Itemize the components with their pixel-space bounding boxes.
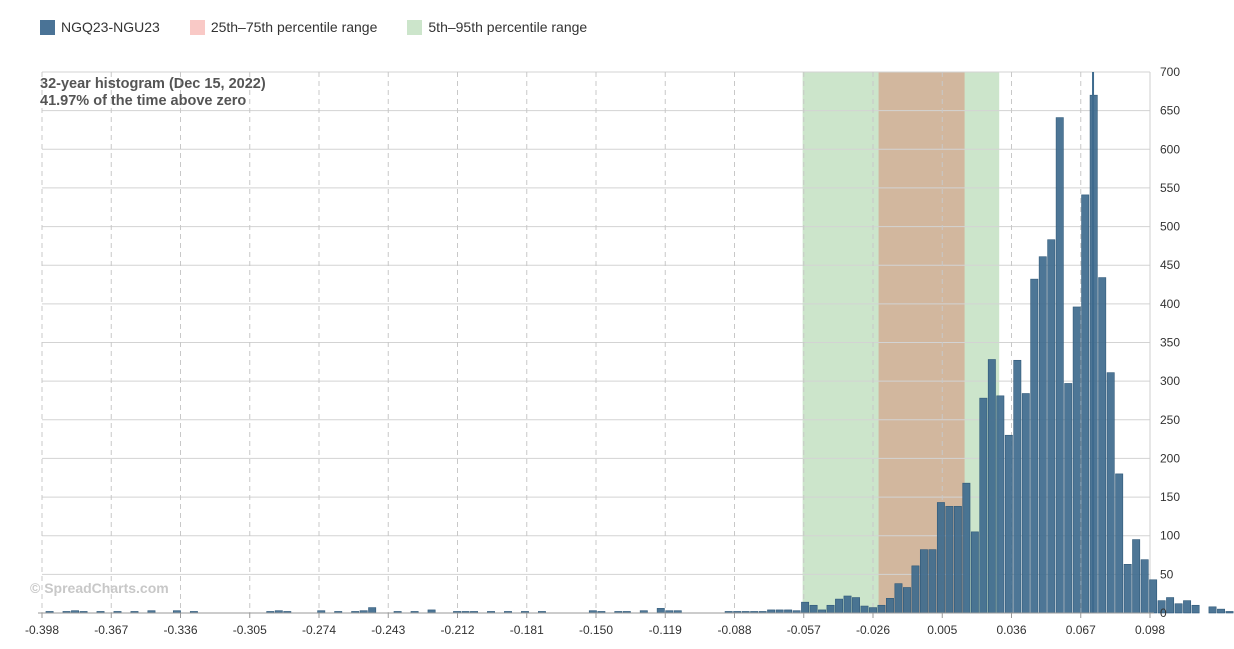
histogram-bar <box>826 604 835 614</box>
y-tick-label: 200 <box>1160 451 1180 465</box>
histogram-bar <box>1183 600 1192 614</box>
y-tick-label: 300 <box>1160 374 1180 388</box>
histogram-bar <box>368 607 377 614</box>
histogram-bar <box>970 531 979 614</box>
histogram-bar <box>1191 604 1200 614</box>
histogram-bar <box>1217 608 1225 614</box>
x-tick-label: -0.336 <box>163 623 197 637</box>
histogram-bar <box>877 604 886 614</box>
histogram-bar <box>1157 600 1166 614</box>
legend-label-p5-95: 5th–95th percentile range <box>428 19 588 35</box>
histogram-bar <box>1132 539 1141 614</box>
histogram-bar <box>1072 306 1081 614</box>
x-tick-label: -0.274 <box>302 623 336 637</box>
histogram-bar <box>1013 359 1022 614</box>
x-tick-label: -0.057 <box>787 623 821 637</box>
y-tick-label: 100 <box>1160 529 1180 543</box>
watermark: © SpreadCharts.com <box>30 580 169 596</box>
legend-label-p25-75: 25th–75th percentile range <box>210 19 378 35</box>
histogram-bar <box>987 359 996 614</box>
histogram-bar <box>1038 256 1047 614</box>
histogram-bar <box>1004 434 1013 614</box>
histogram-bar <box>1225 611 1234 614</box>
histogram-bar <box>852 597 860 614</box>
histogram-bar <box>1030 278 1039 614</box>
legend-label-series: NGQ23-NGU23 <box>61 19 160 35</box>
histogram-bar <box>911 565 920 614</box>
x-tick-label: -0.150 <box>579 623 613 637</box>
legend-item-p25-75[interactable]: 25th–75th percentile range <box>189 19 378 35</box>
x-tick-label: -0.305 <box>233 623 267 637</box>
legend: NGQ23-NGU23 25th–75th percentile range 5… <box>40 19 617 35</box>
histogram-bar <box>1081 194 1090 614</box>
x-tick-label: -0.212 <box>440 623 474 637</box>
legend-item-series[interactable]: NGQ23-NGU23 <box>40 19 160 35</box>
histogram-bar <box>1055 117 1064 614</box>
histogram-bar <box>962 482 971 614</box>
x-tick-label: -0.181 <box>510 623 544 637</box>
legend-swatch-p5-95 <box>407 19 423 35</box>
y-tick-label: 550 <box>1160 181 1180 195</box>
y-tick-label: 600 <box>1160 142 1180 156</box>
y-tick-label: 500 <box>1160 220 1180 234</box>
y-tick-label: 700 <box>1160 65 1180 79</box>
histogram-bar <box>1115 473 1124 614</box>
legend-item-p5-95[interactable]: 5th–95th percentile range <box>407 19 587 35</box>
histogram-bar <box>860 605 869 614</box>
gridlines <box>41 71 1151 614</box>
y-tick-label: 0 <box>1160 606 1167 620</box>
x-tick-label: -0.119 <box>649 623 682 637</box>
x-tick-label: -0.243 <box>371 623 405 637</box>
legend-swatch-series <box>40 19 55 35</box>
histogram-bar <box>928 549 937 614</box>
histogram-bar <box>869 607 877 614</box>
x-tick-label: 0.067 <box>1066 623 1096 637</box>
histogram-bar <box>886 598 894 614</box>
y-tick-label: 50 <box>1160 567 1174 581</box>
histogram-bar <box>1174 603 1183 614</box>
histogram-bar <box>894 583 903 614</box>
histogram-bar <box>1166 597 1175 614</box>
histogram-bar <box>1123 564 1132 614</box>
histogram-bar <box>1140 559 1149 614</box>
histogram-bar <box>1208 606 1217 614</box>
histogram-bar <box>903 587 911 614</box>
x-tick-label: 0.005 <box>927 623 957 637</box>
histogram-bar <box>1021 393 1030 614</box>
axes: -0.398 -0.367 -0.336 -0.305 -0.274 -0.243 -0.2… <box>25 65 1180 637</box>
x-tick-label: -0.398 <box>25 623 59 637</box>
histogram-bar <box>1047 239 1056 614</box>
y-tick-label: 400 <box>1160 297 1180 311</box>
histogram-bar <box>1149 579 1158 614</box>
histogram-bars <box>45 94 1234 614</box>
y-tick-label: 350 <box>1160 336 1180 350</box>
x-tick-label: -0.026 <box>856 623 890 637</box>
annotation-line-1: 32-year histogram (Dec 15, 2022) <box>40 76 266 92</box>
x-tick-label: 0.098 <box>1135 623 1165 637</box>
legend-swatch-p25-75 <box>189 19 205 35</box>
histogram-bar <box>953 506 962 614</box>
y-tick-label: 150 <box>1160 490 1180 504</box>
histogram-bar <box>1106 372 1115 614</box>
y-tick-label: 650 <box>1160 104 1180 118</box>
histogram-bar <box>835 598 843 614</box>
histogram-bar <box>1064 383 1073 614</box>
histogram-bar <box>996 395 1005 614</box>
histogram-bar <box>919 549 928 614</box>
y-tick-label: 250 <box>1160 413 1180 427</box>
x-tick-label: -0.088 <box>717 623 751 637</box>
histogram-bar <box>1098 277 1107 614</box>
histogram-bar <box>809 604 818 614</box>
histogram-bar <box>945 506 954 614</box>
histogram-bar <box>979 397 988 614</box>
annotation-line-2: 41.97% of the time above zero <box>40 93 246 109</box>
histogram-bar <box>801 601 810 614</box>
histogram-bar <box>656 608 665 614</box>
histogram-bar <box>843 595 852 614</box>
x-tick-label: -0.367 <box>94 623 128 637</box>
y-tick-label: 450 <box>1160 258 1180 272</box>
x-tick-label: 0.036 <box>996 623 1026 637</box>
histogram-bar <box>936 502 945 614</box>
